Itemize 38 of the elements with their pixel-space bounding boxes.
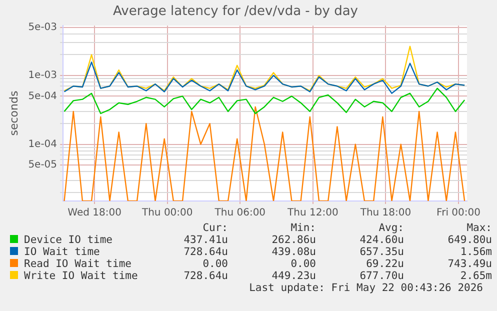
text: 69.22u — [365, 258, 404, 270]
text: 728.64u — [182, 246, 228, 258]
y-tick-label: 5e-03 — [28, 22, 58, 33]
text: 439.08u — [270, 246, 316, 258]
text: Last update: Fri May 22 00:43:26 2026 — [248, 282, 483, 294]
chart-title: Average latency for /dev/vda - by day — [113, 4, 358, 20]
text: 1.56m — [459, 246, 492, 258]
text: Avg: — [378, 222, 404, 234]
text: 657.35u — [358, 246, 404, 258]
legend-label: Write IO Wait time — [23, 270, 139, 282]
text: 449.23u — [270, 270, 316, 282]
legend-label: IO Wait time — [23, 246, 101, 258]
text: Min: — [290, 222, 316, 234]
legend-label: Device IO time — [23, 234, 114, 246]
text: 424.60u — [358, 234, 404, 246]
y-tick-label: 5e-05 — [28, 160, 58, 171]
text: 0.00 — [290, 258, 316, 270]
y-tick-label: 1e-03 — [28, 70, 58, 82]
text: 677.70u — [358, 270, 404, 282]
x-tick-label: Thu 06:00 — [214, 208, 266, 219]
text: Max: — [466, 222, 492, 234]
x-tick-label: Thu 12:00 — [286, 208, 338, 219]
x-tick-label: Thu 00:00 — [140, 208, 193, 219]
text: 437.41u — [182, 234, 228, 246]
y-axis-title: seconds — [7, 90, 20, 136]
text: Cur: — [202, 222, 228, 234]
text: 262.86u — [270, 234, 316, 246]
legend-label: Read IO Wait time — [23, 258, 132, 270]
text: 2.65m — [459, 270, 492, 282]
x-tick-label: Fri 00:00 — [436, 208, 480, 219]
text: 649.80u — [446, 234, 492, 246]
text: 0.00 — [202, 258, 228, 270]
x-tick-label: Thu 18:00 — [359, 208, 412, 219]
y-tick-label: 1e-04 — [28, 138, 58, 150]
y-tick-label: 5e-04 — [28, 90, 58, 102]
text: 743.49u — [446, 258, 492, 270]
text: 728.64u — [182, 270, 228, 282]
x-tick-label: Wed 18:00 — [68, 208, 122, 219]
